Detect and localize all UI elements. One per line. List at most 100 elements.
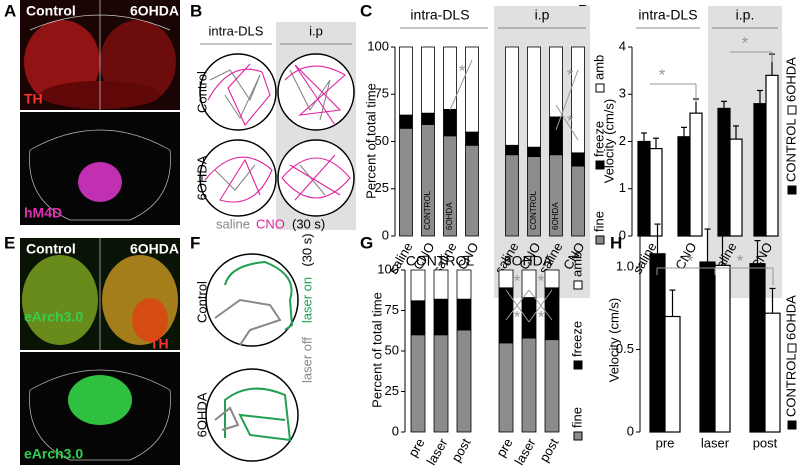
image-label: TH <box>24 91 43 107</box>
legend-label: fine <box>591 211 606 232</box>
bar-segment <box>544 269 560 289</box>
legend-label: 6OHDA <box>783 295 798 340</box>
micrograph-a <box>20 0 180 225</box>
image-label: hM4D <box>24 205 62 221</box>
bar <box>664 315 681 433</box>
bar-segment <box>433 269 449 300</box>
bar-segment <box>571 46 585 154</box>
legend-label: saline <box>216 216 250 231</box>
column-label: intra-DLS <box>209 23 264 38</box>
trajectories <box>205 253 299 462</box>
legend-label: amb <box>591 55 606 80</box>
y-tick-label: 50 <box>385 342 399 357</box>
bar <box>717 107 731 237</box>
legend-label: freeze <box>591 121 606 157</box>
legend-swatch <box>595 160 605 170</box>
bar-segment <box>498 269 514 289</box>
legend-label: fine <box>569 407 584 428</box>
y-tick-label: 4 <box>619 38 626 53</box>
y-tick-label: 0 <box>627 423 634 438</box>
bar-segment <box>421 46 435 114</box>
significance-mark: * <box>514 307 521 326</box>
x-tick-label: laser <box>511 435 538 467</box>
bar-segment <box>456 269 472 300</box>
bar-segment <box>399 127 413 237</box>
panel-label: H <box>610 233 622 252</box>
legend-label: CNO <box>256 216 285 231</box>
group-label: i.p <box>535 7 550 23</box>
legend-label: laser on <box>299 277 314 323</box>
bar <box>649 147 663 237</box>
significance-line <box>449 59 473 111</box>
y-tick-label: 25 <box>385 383 399 398</box>
bar-segment <box>505 144 519 156</box>
legend-swatch <box>573 280 583 290</box>
image-label: eArch3.0 <box>24 446 83 462</box>
row-label: 6OHDA <box>194 392 209 437</box>
legend-swatch <box>573 431 583 441</box>
bar-segment <box>421 112 435 125</box>
y-tick-label: 75 <box>385 302 399 317</box>
bar-segment <box>505 154 519 237</box>
y-tick-label: 0 <box>619 227 626 242</box>
bar-segment <box>410 269 426 302</box>
image-label: eArch3.0 <box>24 309 83 325</box>
bar-segment <box>410 334 426 433</box>
bar <box>729 138 743 237</box>
bar-segment <box>433 334 449 433</box>
y-tick-label: 50 <box>375 133 389 148</box>
image-label: 6OHDA <box>130 241 179 257</box>
bar-segment <box>527 46 541 148</box>
y-axis-label: Velocity (cm/s) <box>601 99 616 184</box>
x-tick-label: pre <box>405 436 427 460</box>
panel-label: G <box>360 233 373 252</box>
bar-segment <box>456 329 472 433</box>
significance-mark: * <box>514 271 521 290</box>
bar <box>765 74 779 237</box>
image-label: Control <box>26 241 76 257</box>
legend-label: CONTROL <box>783 353 798 417</box>
y-tick-label: 100 <box>367 38 389 53</box>
legend-label: amb <box>569 252 584 277</box>
panel-label: E <box>4 233 15 252</box>
significance-mark: * <box>567 65 574 84</box>
significance-mark: * <box>737 251 744 270</box>
bar-segment <box>399 114 413 129</box>
bar-segment <box>571 152 585 167</box>
panel-label: C <box>360 1 372 20</box>
legend-swatch <box>595 83 605 93</box>
y-tick-label: 100 <box>377 261 399 276</box>
trajectories <box>199 53 355 217</box>
bar-segment <box>465 144 479 237</box>
legend-swatch <box>787 420 797 430</box>
group-label: CONTROL <box>406 253 475 269</box>
row-label: Control <box>194 281 209 323</box>
micrograph-e <box>20 238 180 465</box>
image-label: 6OHDA <box>130 3 179 19</box>
bar-segment <box>505 46 519 146</box>
x-tick-label: pre <box>493 436 515 460</box>
legend-swatch <box>595 235 605 245</box>
bar <box>764 312 781 433</box>
significance-line <box>528 289 553 321</box>
bar-annotation: 6OHDA <box>445 202 454 230</box>
image-label: TH <box>150 336 169 352</box>
group-label: 6OHDA <box>504 253 553 269</box>
bar <box>714 264 731 433</box>
column-label: i.p <box>309 23 323 38</box>
panel-label: F <box>190 233 200 252</box>
bar <box>749 263 766 433</box>
bar-segment <box>521 269 537 298</box>
bar-annotation: CONTROL <box>423 190 432 230</box>
bar-segment <box>521 337 537 433</box>
bar <box>649 253 666 433</box>
bar-segment <box>399 46 413 116</box>
bar-segment <box>571 165 585 237</box>
significance-mark: * <box>538 307 545 326</box>
legend-swatch <box>573 360 583 370</box>
significance-mark: * <box>742 33 749 52</box>
bar-segment <box>456 298 472 331</box>
y-axis-label: Percent of total time <box>363 83 378 199</box>
